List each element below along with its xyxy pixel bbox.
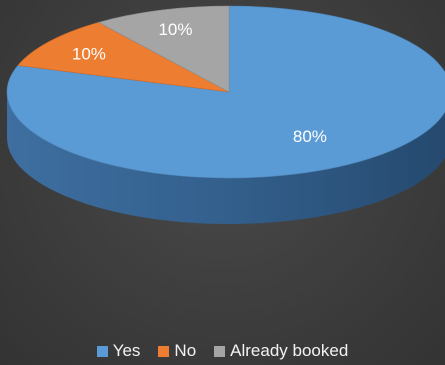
pie-slice-no: [17, 22, 230, 93]
legend: Yes No Already booked: [0, 341, 445, 361]
pie-slice-already-booked: [97, 5, 230, 93]
legend-label-yes: Yes: [112, 341, 141, 360]
legend-label-already-booked: Already booked: [230, 341, 349, 360]
data-label-already-booked: 10%: [158, 20, 192, 39]
legend-swatch-no: [158, 345, 170, 357]
pie-side-yes: [7, 92, 445, 224]
data-label-yes: 80%: [293, 127, 327, 146]
legend-entry-already-booked: Already booked: [214, 341, 348, 361]
legend-label-no: No: [174, 341, 197, 360]
pie-slice-yes: [6, 5, 445, 179]
legend-swatch-already-booked: [214, 345, 226, 357]
legend-entry-yes: Yes: [96, 341, 141, 361]
legend-entry-no: No: [158, 341, 196, 361]
legend-swatch-yes: [96, 345, 108, 357]
data-label-no: 10%: [72, 45, 106, 64]
